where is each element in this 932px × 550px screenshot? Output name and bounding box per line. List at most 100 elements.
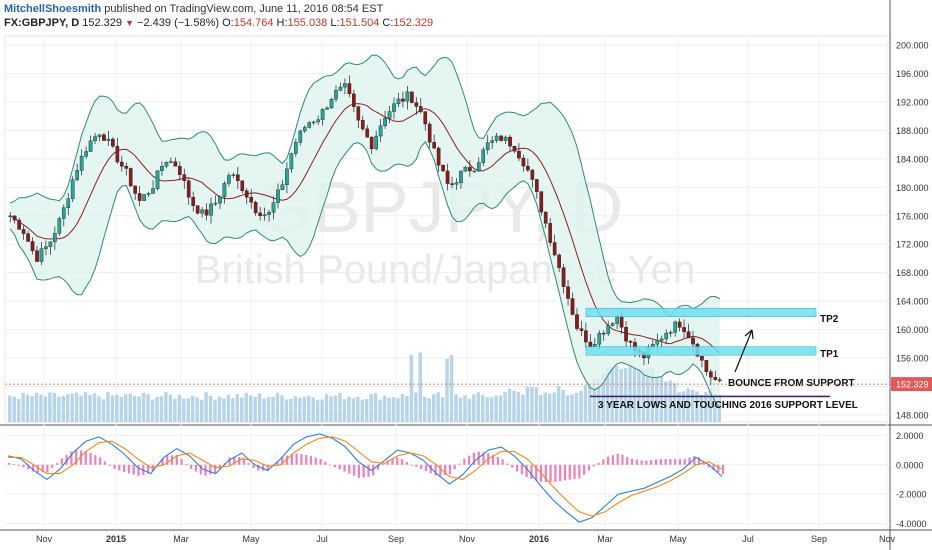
macd-histogram-bar xyxy=(688,457,691,465)
candle-body xyxy=(209,203,213,216)
volume-bar xyxy=(208,395,213,422)
candle-body xyxy=(494,135,499,141)
change-value: −2.439 (−1.58%) xyxy=(137,17,220,29)
volume-bar xyxy=(454,394,458,422)
volume-bar xyxy=(610,366,614,422)
macd-histogram-bar xyxy=(146,464,150,474)
volume-bar xyxy=(427,398,431,422)
candle-body xyxy=(280,184,285,190)
volume-bar xyxy=(507,388,512,422)
candle-body xyxy=(584,330,588,343)
candle-body xyxy=(39,248,44,262)
target-zones xyxy=(585,307,830,398)
candle-body xyxy=(427,123,432,143)
macd-histogram-bar xyxy=(472,452,476,465)
macd-histogram-bar xyxy=(448,464,452,475)
candle-body xyxy=(128,168,133,187)
volume-bar xyxy=(570,394,574,422)
volume-bar xyxy=(128,393,132,422)
macd-histogram-bar xyxy=(635,459,638,465)
volume-bar xyxy=(579,390,583,422)
macd-histogram-bar xyxy=(214,464,217,473)
volume-bar xyxy=(498,395,503,422)
candle-body xyxy=(423,111,428,125)
candle-body xyxy=(468,166,472,172)
candle-body xyxy=(543,211,548,224)
candle-body xyxy=(499,135,503,141)
last-price-box xyxy=(891,377,932,392)
x-tick-label: Jul xyxy=(742,534,754,544)
macd-histogram-bar xyxy=(650,460,653,465)
upper-band-line xyxy=(9,54,721,317)
candle-body xyxy=(213,202,218,205)
volume-bar xyxy=(650,368,655,422)
last-price-text: 152.329 xyxy=(896,380,929,390)
volume-bar xyxy=(543,392,547,422)
candle-body xyxy=(195,205,200,214)
candle-body xyxy=(133,185,138,194)
x-tick-label: 2016 xyxy=(529,534,549,544)
macd-histogram-bar xyxy=(587,464,591,471)
macd-histogram-bar xyxy=(36,464,39,473)
volume-bar xyxy=(481,395,485,422)
macd-histogram-bar xyxy=(405,461,408,465)
candle-body xyxy=(686,331,691,339)
volume-bar xyxy=(601,373,605,422)
candle-body xyxy=(218,196,222,204)
author-link[interactable]: MitchellShoesmith xyxy=(4,3,102,15)
volume-bar xyxy=(177,394,182,422)
macd-histogram-bar xyxy=(41,464,44,473)
candle-body xyxy=(151,188,155,194)
y-tick-label: 196.000 xyxy=(896,69,929,79)
macd-histogram-bar xyxy=(333,464,337,468)
volume-bar xyxy=(248,395,253,422)
macd-histogram-bar xyxy=(103,461,107,465)
candle-body xyxy=(414,102,419,107)
y-tick-label: 180.000 xyxy=(896,183,929,193)
volume-bar xyxy=(677,392,681,422)
volume-bar xyxy=(525,386,530,422)
candle-body xyxy=(343,83,347,88)
candle-body xyxy=(79,155,84,171)
volume-bar xyxy=(632,367,637,422)
macd-histogram-bar xyxy=(621,454,624,465)
candle-body xyxy=(410,91,414,103)
candle-body xyxy=(115,145,120,163)
publish-line: MitchellShoesmith published on TradingVi… xyxy=(4,2,884,16)
volume-bar xyxy=(686,388,690,422)
candle-body xyxy=(387,111,392,119)
publish-text: published on TradingView.com, June 11, 2… xyxy=(104,3,384,15)
last-price-tag: 152.329 xyxy=(5,377,932,392)
tp1-label: TP1 xyxy=(820,349,839,360)
candle-body xyxy=(459,170,463,183)
candle-body xyxy=(356,106,361,121)
macd-tick-label: -4.0000 xyxy=(896,519,927,529)
macd-histogram-bar xyxy=(372,464,375,476)
macd-histogram-bar xyxy=(683,458,686,465)
candlesticks xyxy=(8,75,722,386)
candle-body xyxy=(12,215,17,221)
x-tick-label: 2015 xyxy=(106,534,126,544)
volume-bar xyxy=(168,394,173,422)
macd-histogram-bar xyxy=(381,464,384,465)
volume-bar xyxy=(217,396,222,422)
volume-bar xyxy=(132,395,137,422)
volume-bar xyxy=(552,392,556,422)
volume-bar xyxy=(516,392,521,422)
volume-bar xyxy=(494,395,498,422)
volume-bar xyxy=(668,380,672,422)
macd-tick-label: 2.0000 xyxy=(896,431,924,441)
macd-histogram-bar xyxy=(338,464,341,470)
volume-bar xyxy=(315,399,320,422)
macd-histogram-bar xyxy=(573,464,576,479)
candle-body xyxy=(57,218,62,234)
macd-histogram-bar xyxy=(578,464,581,479)
volume-bar xyxy=(25,394,30,422)
open-label: O: xyxy=(222,17,234,29)
macd-histogram-bar xyxy=(611,455,614,465)
macd-histogram-bar xyxy=(698,457,701,465)
volume-bar xyxy=(92,393,97,422)
macd-histogram-bar xyxy=(597,462,600,465)
symbol-label[interactable]: FX:GBPJPY, D xyxy=(4,17,80,29)
candle-body xyxy=(97,134,102,137)
